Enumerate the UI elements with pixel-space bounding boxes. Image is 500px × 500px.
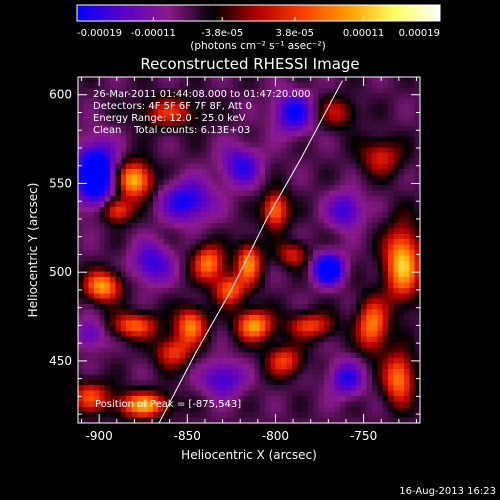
colorbar: -0.00019 -0.00011 -3.8e-05 3.8e-05 0.00011 0.…: [76, 4, 441, 52]
colorbar-tick-label: -0.00019: [77, 28, 122, 39]
colorbar-unit-label: (photons cm⁻² s⁻¹ asec⁻²): [190, 40, 325, 52]
annotation-peak-position: Position of Peak = [-875,543]: [95, 399, 241, 410]
colorbar-bar: [77, 5, 440, 21]
footer-timestamp: 16-Aug-2013 16:23: [399, 486, 496, 497]
x-tick-label: -800: [262, 429, 289, 443]
plot-area: -900 -850 -800 -750 450 500 550 600: [49, 76, 421, 443]
colorbar-tick-label: 3.8e-05: [276, 28, 314, 39]
colorbar-frame: [76, 4, 441, 22]
x-axis-label: Heliocentric X (arcsec): [181, 448, 317, 462]
annotation-clean-counts: Clean Total counts: 6.13E+03: [93, 125, 250, 136]
y-tick-label: 500: [49, 265, 72, 279]
colorbar-tick-label: 0.00019: [399, 28, 440, 39]
y-tick-label: 450: [49, 354, 72, 368]
y-tick-label: 550: [49, 176, 72, 190]
colorbar-ticks: -0.00019 -0.00011 -3.8e-05 3.8e-05 0.00011 0.…: [76, 17, 441, 39]
x-tick-label: -900: [86, 429, 113, 443]
x-tick-label: -850: [174, 429, 201, 443]
colorbar-tick-label: 0.00011: [343, 28, 384, 39]
annotation-energy-range: Energy Range: 12.0 - 25.0 keV: [93, 113, 246, 124]
colorbar-tick-label: -0.00011: [131, 28, 176, 39]
y-axis-label: Heliocentric Y (arcsec): [26, 183, 40, 318]
annotations: 26-Mar-2011 01:44:08.000 to 01:47:20.000…: [93, 89, 311, 410]
y-tick-label: 600: [49, 88, 72, 102]
annotation-detectors: Detectors: 4F 5F 6F 7F 8F, Att 0: [93, 101, 252, 112]
x-tick-label: -750: [350, 429, 377, 443]
heatmap-image: [78, 77, 420, 423]
chart-title: Reconstructed RHESSI Image: [140, 55, 359, 73]
annotation-time-range: 26-Mar-2011 01:44:08.000 to 01:47:20.000: [93, 89, 311, 100]
limb-curve: [158, 80, 343, 424]
plot-frame: [77, 76, 421, 424]
axis-ticks: -900 -850 -800 -750 450 500 550 600: [49, 76, 420, 443]
colorbar-tick-label: -3.8e-05: [201, 28, 243, 39]
